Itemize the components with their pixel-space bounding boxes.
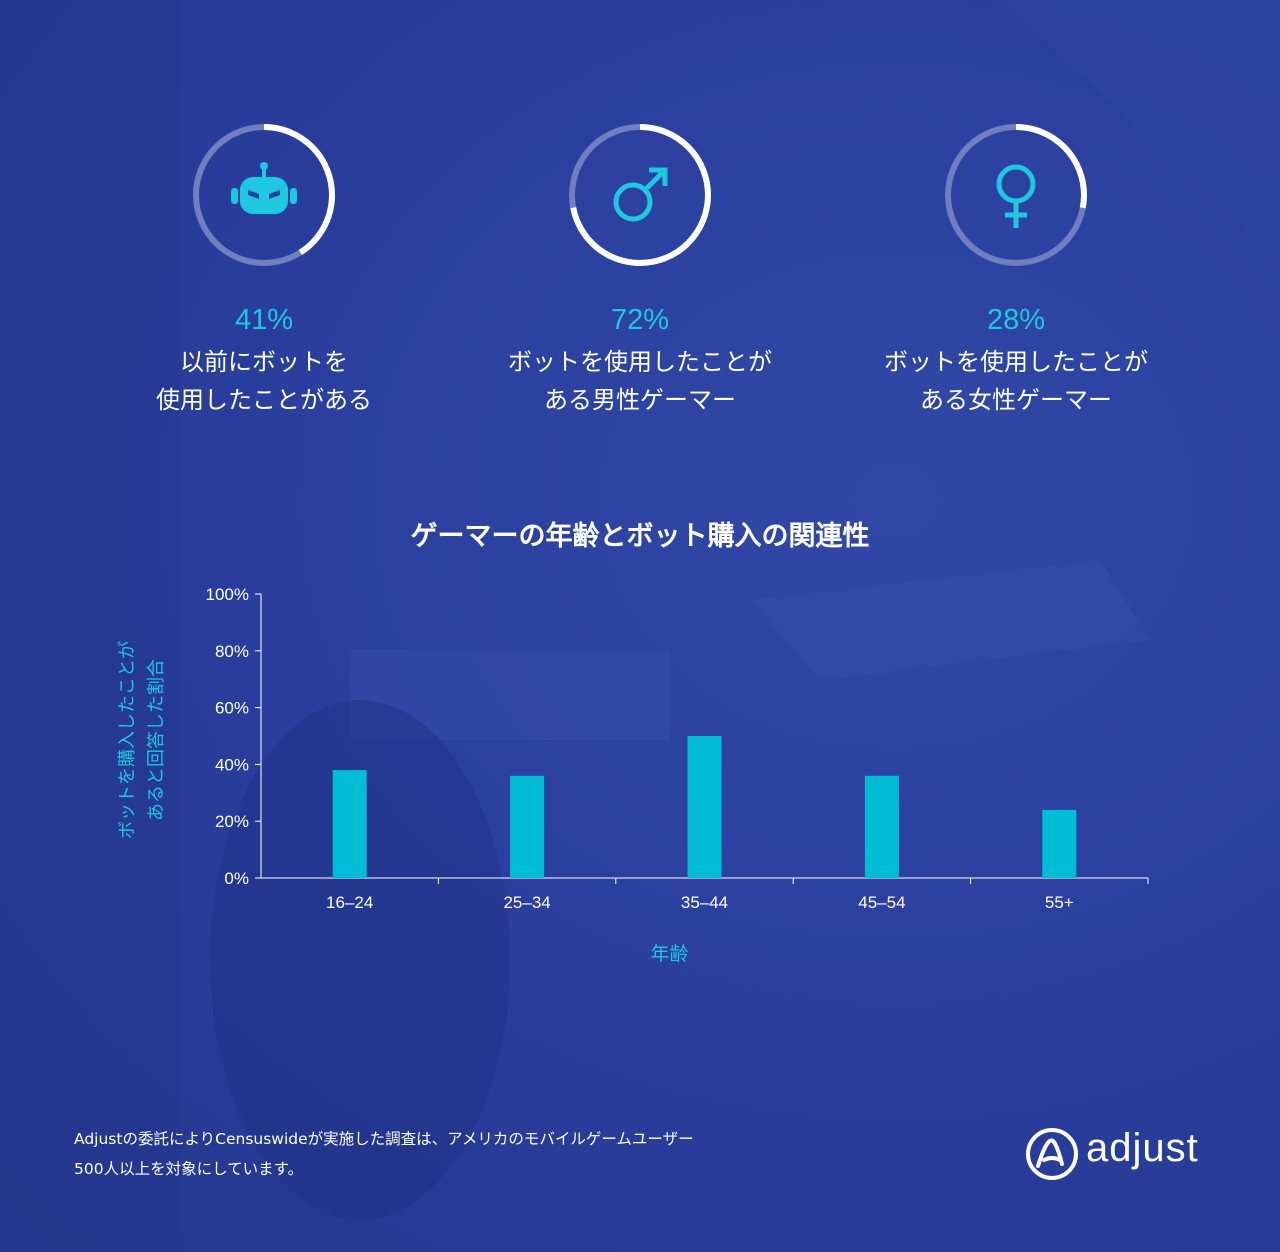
robot-icon — [231, 162, 297, 214]
y-tick-label: 100% — [206, 585, 249, 604]
bar — [687, 736, 722, 878]
x-tick-label: 16–24 — [326, 893, 373, 912]
adjust-logo: adjust — [1024, 1124, 1214, 1184]
adjust-logo-text: adjust — [1086, 1126, 1199, 1170]
bar — [510, 775, 545, 878]
stat-caption: 以前にボットを 使用したことがある — [156, 348, 372, 414]
stat-percent: 72% — [610, 304, 670, 336]
stat-caption: ボットを使用したことが ある男性ゲーマー — [508, 348, 772, 414]
y-axis-title-line: あると回答した割合 — [146, 659, 167, 821]
ring-fill — [945, 124, 1087, 266]
y-axis-title: ボットを購入したことが あると回答した割合 — [117, 641, 167, 839]
stat-caption: ボットを使用したことが ある女性ゲーマー — [884, 348, 1148, 414]
ring-svg — [945, 124, 1087, 266]
bar — [864, 775, 899, 878]
y-tick-label: 80% — [215, 642, 249, 661]
y-axis-title-line: ボットを購入したことが — [117, 641, 138, 839]
ring-fill — [193, 124, 335, 266]
bar — [332, 770, 367, 878]
x-axis-title: 年齢 — [650, 943, 688, 965]
chart-title: ゲーマーの年齢とボット購入の関連性 — [410, 521, 870, 552]
y-tick-label: 40% — [215, 755, 249, 774]
progress-ring — [189, 120, 339, 270]
footnote: Adjustの委託によりCensuswideが実施した調査は、アメリカのモバイル… — [74, 1124, 694, 1184]
footnote-line: Adjustの委託によりCensuswideが実施した調査は、アメリカのモバイル… — [74, 1130, 694, 1148]
ring-fill — [569, 124, 711, 266]
male-icon — [613, 167, 668, 222]
x-tick-label: 35–44 — [681, 893, 728, 912]
bar — [1042, 809, 1077, 878]
footnote-line: 500人以上を対象にしています。 — [74, 1160, 304, 1178]
x-tick-label: 25–34 — [503, 893, 550, 912]
stat-male-gamers: 72% ボットを使用したことが ある男性ゲーマー — [480, 120, 800, 419]
stat-female-gamers: 28% ボットを使用したことが ある女性ゲーマー — [856, 120, 1176, 419]
bar-chart: 0% 20% 40% 60% 80% 100% 16–24 25–34 35–44 45–54 55… — [206, 585, 1149, 965]
y-tick-label: 0% — [224, 869, 249, 888]
y-tick-label: 20% — [215, 812, 249, 831]
progress-ring — [941, 120, 1091, 270]
x-tick-label: 55+ — [1045, 893, 1074, 912]
progress-ring — [565, 120, 715, 270]
ring-svg — [569, 124, 711, 266]
stat-previous-bot-use: 41% 以前にボットを 使用したことがある — [104, 120, 424, 419]
x-tick-label: 45–54 — [858, 893, 905, 912]
adjust-logo-mark-icon — [1026, 1128, 1078, 1180]
ring-svg — [193, 124, 335, 266]
female-icon — [996, 164, 1036, 228]
stat-percent: 41% — [234, 304, 294, 336]
y-tick-label: 60% — [215, 699, 249, 718]
stat-percent: 28% — [986, 304, 1046, 336]
